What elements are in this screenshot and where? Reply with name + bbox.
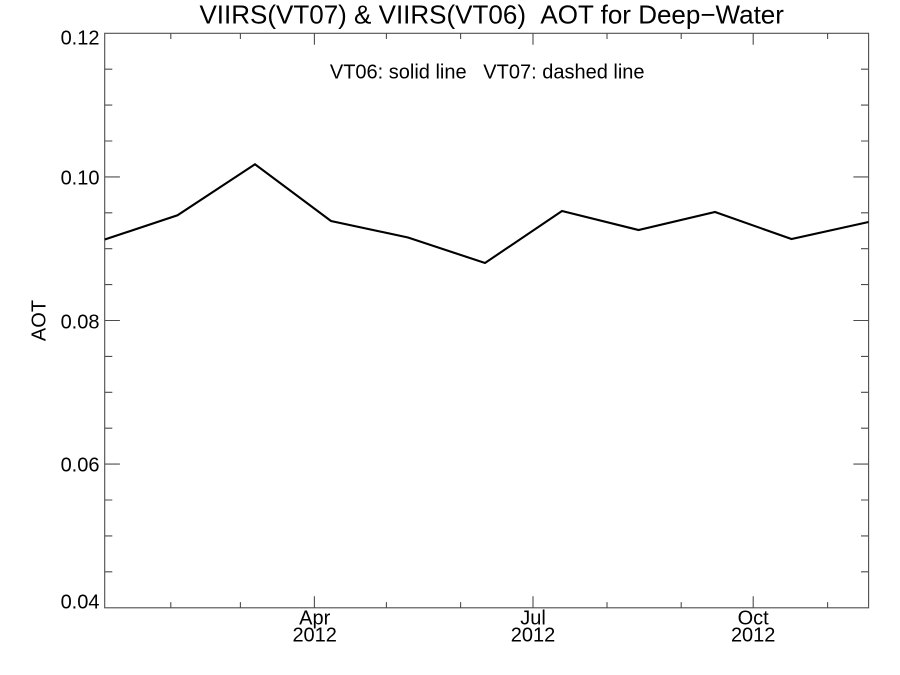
svg-text:Apr: Apr <box>299 607 330 629</box>
svg-text:VIIRS(VT07) & VIIRS(VT06) AOT: VIIRS(VT07) & VIIRS(VT06) AOT for Deep−W… <box>199 0 784 29</box>
svg-text:VT06: solid line VT07: dashe: VT06: solid line VT07: dashed line <box>330 61 645 83</box>
svg-text:Oct: Oct <box>738 607 770 629</box>
svg-text:0.10: 0.10 <box>61 167 100 189</box>
svg-text:0.06: 0.06 <box>61 455 100 477</box>
svg-text:0.04: 0.04 <box>61 592 100 614</box>
svg-text:2012: 2012 <box>511 624 556 646</box>
svg-text:2012: 2012 <box>292 624 337 646</box>
svg-text:2012: 2012 <box>731 624 776 646</box>
svg-text:AOT: AOT <box>29 300 51 341</box>
svg-text:0.12: 0.12 <box>61 28 100 50</box>
svg-text:0.08: 0.08 <box>61 312 100 334</box>
svg-text:Jul: Jul <box>520 607 546 629</box>
